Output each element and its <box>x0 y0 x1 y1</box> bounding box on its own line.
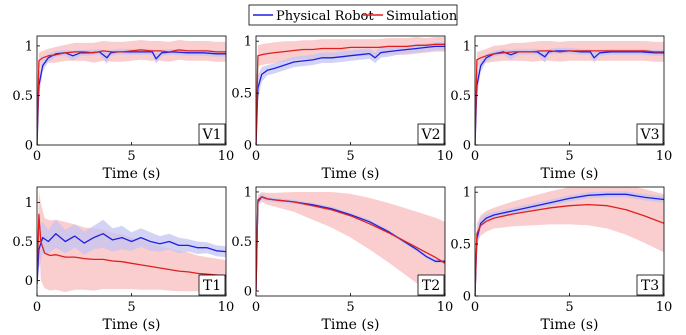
x-tick-label: 5 <box>127 149 135 164</box>
x-tick-label: 5 <box>565 300 573 315</box>
panel-tag-label: T3 <box>641 278 659 294</box>
x-axis-label: Time (s) <box>322 317 380 333</box>
x-axis-label: Time (s) <box>103 317 161 333</box>
physical-robot-line-v1 <box>37 51 226 145</box>
simulation-band-t3 <box>475 187 664 296</box>
x-tick-label: 10 <box>656 300 673 315</box>
x-tick-label: 0 <box>252 149 260 164</box>
x-tick-label: 5 <box>346 149 354 164</box>
legend-label-1: Simulation <box>386 9 458 24</box>
simulation-band-t2 <box>256 192 445 296</box>
simulation-band-v3 <box>475 41 664 145</box>
y-tick-label: 1 <box>463 186 471 201</box>
y-tick-label: 0.5 <box>12 89 33 104</box>
panel-tag-box <box>198 274 226 296</box>
panel-t2: 0 5 10 0 0.5 1 Time (s) T2 <box>231 185 453 333</box>
panel-tag-label: V2 <box>420 127 440 143</box>
x-axis-label: Time (s) <box>322 166 380 182</box>
panel-t3: 0 5 10 0 0.5 1 Time (s) T3 <box>450 186 673 333</box>
simulation-line-t3 <box>475 203 664 296</box>
y-tick-label: 1 <box>463 39 471 54</box>
panel-tag-label: T2 <box>422 278 440 294</box>
y-tick-label: 0 <box>244 285 252 300</box>
y-tick-label: 0.5 <box>12 235 33 250</box>
x-tick-label: 0 <box>471 300 479 315</box>
panel-v1: 0 5 10 0 0.5 1 Time (s) V1 <box>12 35 235 182</box>
legend-label-0: Physical Robot <box>276 9 374 24</box>
x-tick-label: 0 <box>33 300 41 315</box>
simulation-line-v1 <box>37 49 226 145</box>
legend: Physical Robot Simulation <box>248 4 458 26</box>
panel-tag-label: V1 <box>201 127 221 143</box>
x-tick-label: 5 <box>565 149 573 164</box>
x-tick-label: 10 <box>218 149 235 164</box>
panel-v2: 0 5 10 0 0.5 1 Time (s) V2 <box>231 35 453 182</box>
x-axis-label: Time (s) <box>103 166 161 182</box>
x-tick-label: 5 <box>127 300 135 315</box>
x-tick-label: 10 <box>218 300 235 315</box>
physical-robot-band-v3 <box>475 47 664 145</box>
physical-robot-line-t3 <box>475 193 664 296</box>
panel-tag-box <box>417 123 445 145</box>
y-tick-label: 0 <box>25 274 33 289</box>
physical-robot-band-v1 <box>37 48 226 145</box>
panel-t1: 0 5 10 0 0.5 1 Time (s) T1 <box>12 186 235 333</box>
x-tick-label: 10 <box>437 300 454 315</box>
panel-v3: 0 5 10 0 0.5 1 Time (s) V3 <box>450 35 673 182</box>
x-tick-label: 10 <box>656 149 673 164</box>
x-tick-label: 5 <box>346 300 354 315</box>
y-tick-label: 1 <box>25 196 33 211</box>
physical-robot-line-v2 <box>256 45 445 145</box>
y-tick-label: 0.5 <box>231 87 252 102</box>
simulation-line-v3 <box>475 50 664 145</box>
physical-robot-line-t1 <box>37 233 226 285</box>
y-tick-label: 0 <box>244 139 252 154</box>
simulation-line-t1 <box>37 213 226 281</box>
x-tick-label: 0 <box>252 300 260 315</box>
y-tick-label: 0 <box>463 290 471 305</box>
x-tick-label: 0 <box>33 149 41 164</box>
panel-tag-box <box>636 123 664 145</box>
x-tick-label: 0 <box>471 149 479 164</box>
legend-box <box>248 4 458 26</box>
y-tick-label: 0.5 <box>450 89 471 104</box>
x-tick-label: 10 <box>437 149 454 164</box>
y-tick-label: 0.5 <box>231 235 252 250</box>
panel-tag-label: T1 <box>203 278 221 294</box>
panel-tag-box <box>636 274 664 296</box>
physical-robot-line-v3 <box>475 50 664 145</box>
y-tick-label: 0.5 <box>450 238 471 253</box>
panel-tag-label: V3 <box>639 127 659 143</box>
y-tick-label: 1 <box>244 185 252 200</box>
y-tick-label: 0 <box>463 139 471 154</box>
physical-robot-band-t1 <box>37 219 226 293</box>
simulation-line-v2 <box>256 43 445 145</box>
panel-tag-box <box>417 274 445 296</box>
x-axis-label: Time (s) <box>541 317 599 333</box>
y-tick-label: 1 <box>244 35 252 50</box>
panel-tag-box <box>198 123 226 145</box>
y-tick-label: 0 <box>25 139 33 154</box>
y-tick-label: 1 <box>25 39 33 54</box>
simulation-line-t2 <box>256 196 445 292</box>
x-axis-label: Time (s) <box>541 166 599 182</box>
